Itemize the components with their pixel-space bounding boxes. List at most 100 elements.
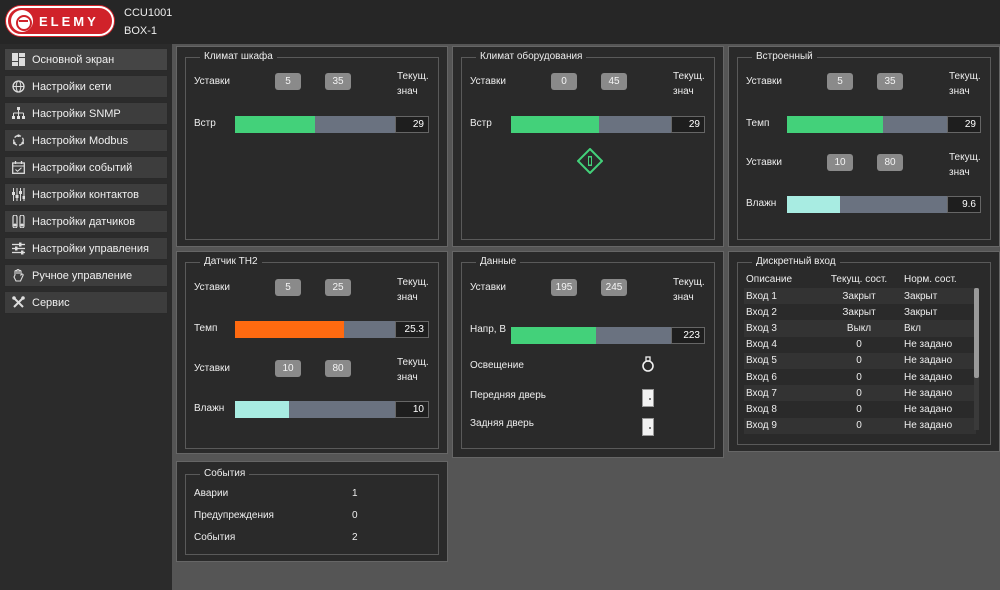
input-name: Вход 6 xyxy=(746,371,777,383)
input-normal-state: Закрыт xyxy=(904,290,938,302)
warnings-count: 0 xyxy=(352,510,358,521)
logo-text: ELEMY xyxy=(39,13,99,29)
sidebar-item-service[interactable]: Сервис xyxy=(4,291,168,314)
humidity-value: 10 xyxy=(395,401,429,418)
sidebar-item-events[interactable]: Настройки событий xyxy=(4,156,168,179)
sidebar-item-control[interactable]: Настройки управления xyxy=(4,237,168,260)
sidebar-item-network[interactable]: Настройки сети xyxy=(4,75,168,98)
input-current-state: 0 xyxy=(856,387,862,399)
humidity-setpoint-low[interactable]: 10 xyxy=(827,154,853,171)
table-row[interactable]: Вход 3 Выкл Вкл xyxy=(744,320,976,337)
voltage-setpoint-low[interactable]: 195 xyxy=(551,279,577,296)
group-title: Климат шкафа xyxy=(200,51,277,62)
group-title: Данные xyxy=(476,256,521,267)
humidity-setpoint-low[interactable]: 10 xyxy=(275,360,301,377)
device-box: BOX-1 xyxy=(124,25,158,37)
table-scrollbar[interactable] xyxy=(974,288,979,430)
group-title: События xyxy=(200,468,250,479)
current-value-label: Текущ. знач xyxy=(949,152,981,178)
setpoint-low[interactable]: 5 xyxy=(275,73,301,90)
temperature-bar-fill xyxy=(787,116,883,133)
setpoint-high[interactable]: 45 xyxy=(601,73,627,90)
current-value-label: Текущ. знач xyxy=(397,71,429,97)
temp-setpoint-high[interactable]: 35 xyxy=(877,73,903,90)
humidity-value: 9.6 xyxy=(947,196,981,213)
globe-icon xyxy=(11,80,25,94)
sidebar-item-main-screen[interactable]: Основной экран xyxy=(4,48,168,71)
setpoint-low[interactable]: 0 xyxy=(551,73,577,90)
column-header-normal-state: Норм. сост. xyxy=(904,274,957,285)
setpoints-label: Уставки xyxy=(194,76,230,87)
temp-setpoint-low[interactable]: 5 xyxy=(275,279,301,296)
input-name: Вход 9 xyxy=(746,420,777,432)
table-row[interactable]: Вход 1 Закрыт Закрыт xyxy=(744,288,976,305)
th2-sensor-group: Датчик TH2 xyxy=(185,256,439,449)
input-normal-state: Не задано xyxy=(904,420,953,432)
humidity-setpoint-high[interactable]: 80 xyxy=(877,154,903,171)
group-title: Дискретный вход xyxy=(752,256,840,267)
sidebar-item-label: Настройки датчиков xyxy=(32,215,136,228)
table-row[interactable]: Вход 8 0 Не задано xyxy=(744,401,976,417)
voltage-label: Напр, В xyxy=(470,324,506,335)
sensors-icon xyxy=(11,215,25,229)
table-row[interactable]: Вход 9 0 Не задано xyxy=(744,417,976,434)
temperature-value: 29 xyxy=(671,116,705,133)
input-name: Вход 1 xyxy=(746,290,777,302)
sidebar-item-contacts[interactable]: Настройки контактов xyxy=(4,183,168,206)
sliders-icon xyxy=(11,242,25,256)
back-door-label: Задняя дверь xyxy=(470,418,534,429)
input-current-state: 0 xyxy=(856,371,862,383)
lightbulb-icon xyxy=(641,355,655,378)
setpoints-label: Уставки xyxy=(746,76,782,87)
sidebar-item-label: Настройки SNMP xyxy=(32,107,121,120)
temp-setpoint-low[interactable]: 5 xyxy=(827,73,853,90)
input-normal-state: Вкл xyxy=(904,322,921,334)
voltage-setpoint-high[interactable]: 245 xyxy=(601,279,627,296)
humidity-bar xyxy=(787,196,947,213)
sidebar-item-modbus[interactable]: Настройки Modbus xyxy=(4,129,168,152)
data-group: Данные xyxy=(461,256,715,449)
table-row[interactable]: Вход 7 0 Не задано xyxy=(744,385,976,402)
equipment-climate-group: Климат оборудования xyxy=(461,51,715,240)
lighting-label: Освещение xyxy=(470,360,524,371)
voltage-bar-fill xyxy=(511,327,596,344)
group-title: Климат оборудования xyxy=(476,51,587,62)
cabinet-climate-group: Климат шкафа xyxy=(185,51,439,240)
temp-setpoint-high[interactable]: 25 xyxy=(325,279,351,296)
humidity-bar-fill xyxy=(787,196,840,213)
table-row[interactable]: Вход 6 0 Не задано xyxy=(744,369,976,385)
temperature-bar-fill xyxy=(235,321,344,338)
calendar-icon xyxy=(11,161,25,175)
group-title: Датчик TH2 xyxy=(200,256,262,267)
input-current-state: Закрыт xyxy=(842,290,876,302)
sidebar-item-label: Ручное управление xyxy=(32,269,133,282)
temp-label: Темп xyxy=(746,118,770,129)
temperature-bar-fill xyxy=(511,116,599,133)
temperature-value: 25.3 xyxy=(395,321,429,338)
humidity-setpoint-high[interactable]: 80 xyxy=(325,360,351,377)
temperature-value: 29 xyxy=(947,116,981,133)
humidity-label: Влажн xyxy=(746,198,777,209)
sensor-label: Встр xyxy=(470,118,492,129)
input-current-state: Закрыт xyxy=(842,306,876,318)
sidebar-item-snmp[interactable]: Настройки SNMP xyxy=(4,102,168,125)
current-value-label: Текущ. знач xyxy=(397,277,429,303)
table-row[interactable]: Вход 4 0 Не задано xyxy=(744,337,976,353)
setpoints-label: Уставки xyxy=(470,76,506,87)
top-bar: ELEMY CCU1001 BOX-1 xyxy=(0,0,1000,44)
table-row[interactable]: Вход 2 Закрыт Закрыт xyxy=(744,304,976,320)
humidity-bar-fill xyxy=(235,401,290,418)
sidebar-item-manual-control[interactable]: Ручное управление xyxy=(4,264,168,287)
table-row[interactable]: Вход 5 0 Не задано xyxy=(744,352,976,369)
front-door-icon xyxy=(642,389,654,407)
scrollbar-thumb[interactable] xyxy=(974,288,979,378)
input-name: Вход 7 xyxy=(746,387,777,399)
sidebar-item-sensors[interactable]: Настройки датчиков xyxy=(4,210,168,233)
input-name: Вход 2 xyxy=(746,306,777,318)
sidebar-item-label: Настройки управления xyxy=(32,242,149,255)
temperature-value: 29 xyxy=(395,116,429,133)
input-current-state: 0 xyxy=(856,339,862,351)
elemy-logo: ELEMY xyxy=(6,6,114,36)
setpoint-high[interactable]: 35 xyxy=(325,73,351,90)
input-name: Вход 5 xyxy=(746,355,777,367)
